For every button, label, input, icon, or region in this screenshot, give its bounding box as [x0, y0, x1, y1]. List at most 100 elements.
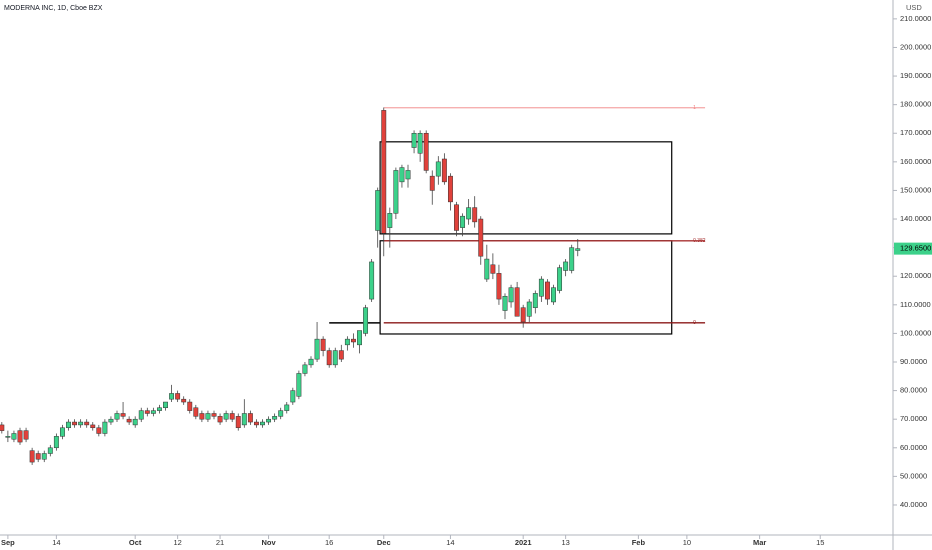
y-tick-label: 50.0000 [900, 471, 927, 480]
candle-body [199, 413, 205, 420]
candle-body [229, 413, 235, 420]
candle-body [569, 247, 575, 271]
x-tick-label: 16 [325, 538, 333, 547]
candle-body [429, 175, 435, 191]
candle-body [247, 413, 253, 423]
box [379, 240, 673, 335]
candle-body [417, 132, 423, 154]
candle-body [175, 393, 181, 400]
y-tick-label: 60.0000 [900, 443, 927, 452]
candle-body [544, 281, 550, 300]
x-tick-label: 21 [216, 538, 224, 547]
candle-body [363, 307, 369, 334]
candle-body [205, 413, 211, 420]
x-tick-label: 13 [561, 538, 569, 547]
candle-body [284, 404, 290, 411]
candle-body [405, 170, 411, 180]
candle-body [320, 338, 326, 351]
candle-body [296, 373, 302, 397]
candle-body [241, 413, 247, 426]
x-tick-label: 14 [446, 538, 454, 547]
candle-body [223, 413, 229, 420]
candle-body [29, 450, 35, 463]
x-tick-label: 14 [52, 538, 60, 547]
last-price-badge [894, 242, 932, 255]
candle-body [66, 421, 71, 429]
candle-body [0, 424, 5, 431]
y-tick-label: 200.0000 [900, 42, 931, 51]
y-tick-label: 160.0000 [900, 157, 931, 166]
candle-body [460, 215, 466, 228]
y-tick-label: 70.0000 [900, 414, 927, 423]
candle-body [163, 401, 168, 409]
chart-title: MODERNA INC, 1D, Cboe BZX [4, 5, 103, 12]
candle-body [344, 338, 350, 346]
candle-body [35, 453, 41, 460]
candle-body [375, 190, 381, 231]
y-tick-label: 170.0000 [900, 128, 931, 137]
x-tick-label: Sep [1, 538, 15, 547]
candle-body [441, 158, 447, 183]
fib-label: 0 [693, 320, 696, 326]
x-tick-label: 10 [683, 538, 691, 547]
y-tick-label: 80.0000 [900, 386, 927, 395]
candle-body [326, 350, 332, 366]
candle-body [514, 287, 520, 317]
candle-body [211, 413, 217, 417]
candle-body [11, 433, 17, 440]
y-tick-label: 100.0000 [900, 328, 931, 337]
last-price-label: 129.6500 [900, 244, 931, 253]
candle-body [454, 204, 459, 231]
candle-body [126, 418, 132, 423]
candle-body [156, 407, 162, 411]
candle-body [411, 132, 417, 148]
x-tick-label: 15 [816, 538, 824, 547]
x-tick-label: Feb [632, 538, 646, 547]
candle-body [332, 350, 338, 366]
candle-body [90, 424, 96, 429]
candle-body [447, 175, 453, 203]
candle-body [551, 287, 556, 303]
candle-body [369, 261, 375, 300]
candle-body [41, 453, 47, 460]
candle-body [187, 401, 193, 411]
y-tick-label: 110.0000 [900, 300, 931, 309]
candle-body [466, 207, 472, 220]
y-tick-label: 190.0000 [900, 71, 931, 80]
candle-body [490, 264, 496, 274]
candle-body [350, 338, 356, 343]
candle-body [399, 167, 405, 183]
fib-label: 1 [693, 105, 696, 111]
candle-body [235, 416, 241, 429]
candle-body [132, 418, 138, 426]
candle-body [150, 410, 156, 414]
candle-body [47, 447, 53, 454]
candle-body [357, 330, 362, 346]
candle-body [78, 421, 84, 426]
candle-body [472, 207, 478, 223]
currency-label: USD [906, 3, 922, 12]
candle-body [520, 307, 526, 323]
x-tick-label: 2021 [515, 538, 532, 547]
candle-body [193, 407, 199, 417]
candle-body [278, 410, 284, 417]
candle-body [563, 261, 569, 271]
candle-body [260, 421, 265, 426]
candle-body [290, 390, 296, 403]
candle-body [435, 161, 441, 177]
candle-body [138, 410, 144, 420]
candle-body [5, 436, 11, 438]
y-tick-label: 210.0000 [900, 14, 931, 23]
candle-body [72, 421, 78, 426]
x-tick-label: 12 [173, 538, 181, 547]
candle-body [84, 421, 90, 426]
candle-body [217, 416, 223, 423]
candle-body [17, 430, 23, 443]
box [379, 141, 673, 235]
candle-body [314, 338, 320, 360]
y-tick-label: 150.0000 [900, 185, 931, 194]
y-tick-label: 40.0000 [900, 500, 927, 509]
candle-body [484, 258, 490, 280]
candle-body [302, 364, 308, 374]
